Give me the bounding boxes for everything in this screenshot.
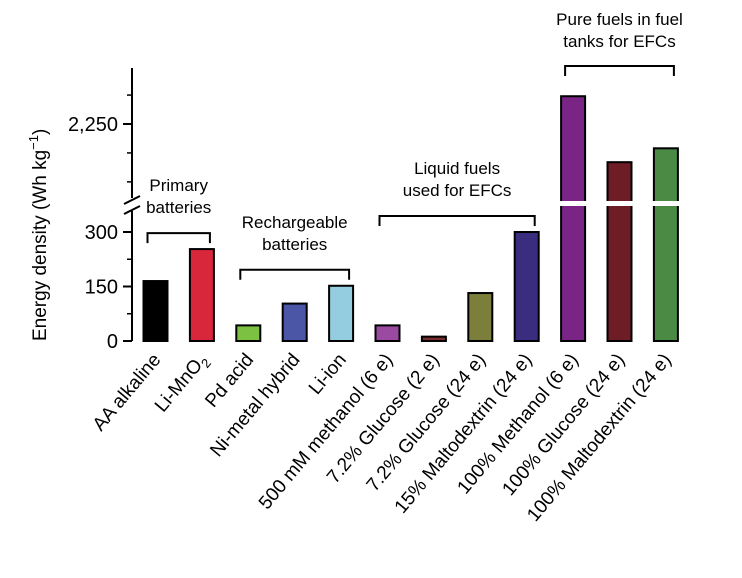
y-tick-label: 150 bbox=[85, 277, 118, 299]
group-bracket bbox=[239, 268, 351, 280]
bar-break-gap bbox=[605, 201, 634, 206]
group-bracket bbox=[378, 215, 536, 226]
bar bbox=[652, 147, 679, 342]
bar bbox=[467, 292, 494, 343]
group-label: Rechargeable bbox=[242, 213, 348, 232]
y-tick-label: 300 bbox=[85, 222, 118, 244]
bar bbox=[606, 161, 633, 342]
bar bbox=[281, 302, 308, 342]
bar-break-gap bbox=[651, 201, 680, 206]
bar bbox=[142, 280, 169, 342]
group-label: Primary bbox=[149, 176, 208, 195]
bar bbox=[328, 284, 355, 343]
group-label: tanks for EFCs bbox=[563, 32, 675, 51]
group-label: Liquid fuels bbox=[414, 159, 500, 178]
y-axis-title: Energy density (Wh kg−1) bbox=[26, 129, 51, 341]
bar bbox=[235, 324, 262, 343]
group-bracket bbox=[564, 65, 675, 76]
group-label: batteries bbox=[262, 235, 327, 254]
bar-break-gap bbox=[559, 201, 588, 206]
y-tick-label: 0 bbox=[107, 331, 118, 353]
bar bbox=[420, 335, 447, 343]
category-label: AA alkaline bbox=[89, 350, 166, 436]
group-label: Pure fuels in fuel bbox=[556, 10, 683, 29]
axis-break-mark bbox=[123, 195, 141, 205]
bar bbox=[560, 95, 587, 342]
bar bbox=[513, 231, 540, 342]
group-bracket bbox=[146, 232, 211, 244]
category-label: Li-ion bbox=[305, 350, 351, 399]
bar bbox=[374, 324, 401, 343]
group-label: used for EFCs bbox=[403, 181, 512, 200]
group-label: batteries bbox=[146, 198, 211, 217]
y-tick-label: 2,250 bbox=[68, 114, 118, 136]
axis-break-mark bbox=[123, 205, 141, 215]
bar bbox=[188, 248, 215, 342]
